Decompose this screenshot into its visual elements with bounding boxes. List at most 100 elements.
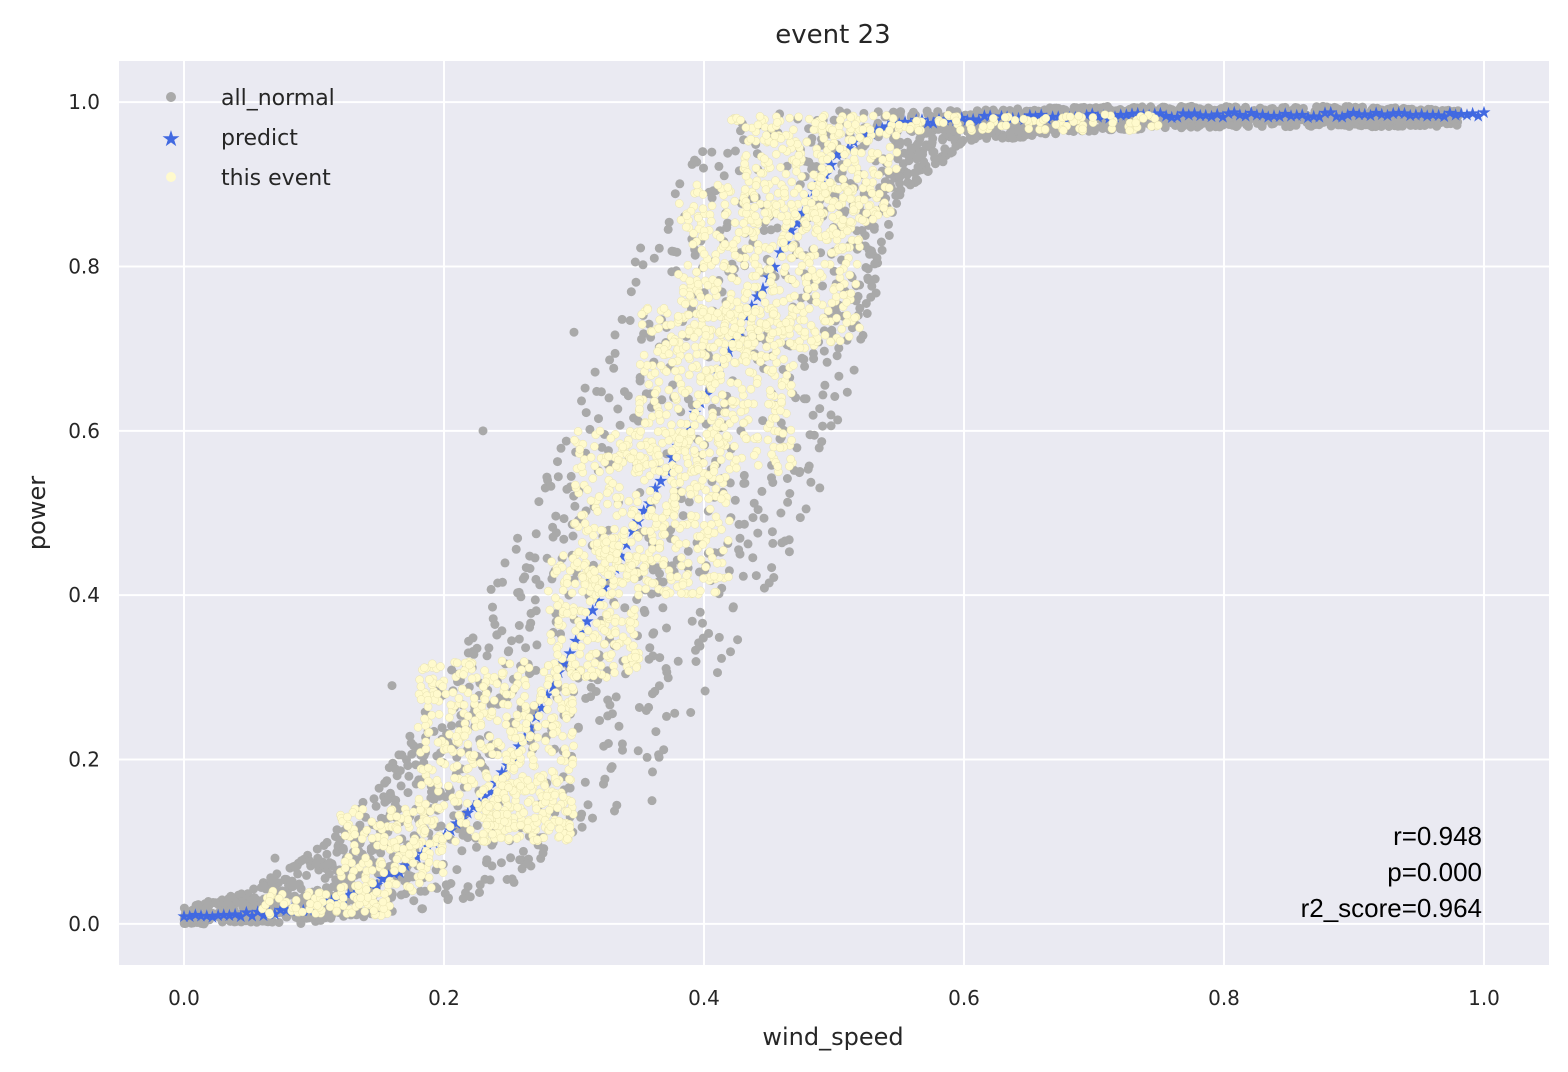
- this-event-point: [423, 695, 433, 705]
- this-event-point: [662, 410, 671, 419]
- all-normal-point: [655, 653, 665, 663]
- this-event-point: [575, 649, 585, 659]
- this-event-point: [467, 775, 476, 785]
- all-normal-point: [613, 404, 623, 414]
- all-normal-point: [599, 741, 609, 751]
- all-normal-point: [597, 442, 607, 452]
- this-event-point: [454, 810, 464, 820]
- this-event-point: [746, 384, 756, 394]
- all-normal-point: [458, 894, 468, 903]
- this-event-point: [445, 822, 455, 832]
- this-event-point: [421, 744, 431, 754]
- all-normal-point: [904, 156, 914, 166]
- this-event-point: [765, 192, 775, 202]
- all-normal-point: [769, 573, 779, 582]
- this-event-point: [571, 480, 580, 490]
- this-event-point: [343, 821, 352, 831]
- this-event-point: [675, 199, 684, 208]
- this-event-point: [624, 496, 634, 506]
- all-normal-point: [585, 424, 595, 434]
- all-normal-point: [605, 700, 615, 710]
- all-normal-point: [520, 572, 530, 582]
- all-normal-point: [691, 657, 701, 666]
- this-event-point: [562, 609, 572, 618]
- this-event-point: [682, 571, 691, 580]
- this-event-point: [700, 232, 710, 241]
- all-normal-point: [723, 148, 733, 158]
- this-event-point: [524, 663, 534, 673]
- all-normal-point: [484, 643, 494, 653]
- all-normal-point: [766, 225, 776, 235]
- this-event-point: [696, 414, 705, 424]
- this-event-point: [751, 271, 761, 281]
- all-normal-point: [420, 886, 430, 896]
- all-normal-point: [513, 533, 523, 543]
- this-event-point: [532, 804, 541, 814]
- this-event-point: [815, 269, 825, 278]
- this-event-point: [631, 490, 641, 500]
- this-event-point: [768, 365, 778, 375]
- all-normal-point: [568, 531, 578, 541]
- this-event-point: [513, 671, 523, 681]
- this-event-point: [459, 670, 468, 679]
- all-normal-point: [380, 797, 390, 807]
- all-normal-point: [609, 363, 619, 373]
- this-event-point: [742, 303, 752, 313]
- all-normal-point: [730, 146, 740, 156]
- all-normal-point: [390, 764, 400, 774]
- all-normal-point: [753, 528, 763, 538]
- all-normal-point: [782, 474, 792, 483]
- all-normal-point: [382, 776, 392, 786]
- all-normal-point: [699, 163, 708, 173]
- this-event-point: [474, 811, 483, 821]
- this-event-point: [604, 452, 613, 461]
- this-event-point: [670, 519, 680, 529]
- this-event-point: [577, 538, 587, 547]
- this-event-point: [730, 442, 739, 451]
- this-event-point: [544, 661, 553, 670]
- this-event-point: [781, 262, 790, 272]
- this-event-point: [754, 326, 763, 335]
- this-event-point: [745, 244, 754, 254]
- this-event-point: [713, 180, 723, 190]
- this-event-point: [696, 555, 706, 565]
- all-normal-point: [870, 274, 880, 284]
- all-normal-point: [525, 551, 535, 561]
- this-event-point: [438, 868, 448, 877]
- this-event-point: [715, 474, 725, 484]
- all-normal-point: [928, 147, 938, 157]
- this-event-point: [570, 435, 579, 445]
- this-event-point: [711, 256, 720, 265]
- this-event-point: [438, 682, 447, 691]
- this-event-point: [546, 630, 555, 639]
- all-normal-point: [294, 880, 304, 890]
- this-event-point: [433, 738, 443, 747]
- all-normal-point: [396, 781, 406, 791]
- all-normal-point: [822, 357, 832, 367]
- this-event-point: [786, 425, 796, 435]
- this-event-point: [716, 455, 726, 465]
- this-event-point: [420, 714, 429, 724]
- this-event-point: [568, 759, 577, 769]
- all-normal-point: [498, 577, 507, 587]
- this-event-point: [771, 414, 780, 423]
- all-normal-point: [892, 198, 902, 208]
- this-event-point: [450, 773, 459, 783]
- all-normal-point: [623, 391, 633, 401]
- this-event-point: [436, 662, 445, 671]
- this-event-point: [341, 831, 350, 840]
- all-normal-point: [640, 608, 650, 617]
- this-event-point: [502, 690, 511, 699]
- this-event-point: [720, 239, 730, 249]
- this-event-point: [787, 436, 796, 445]
- this-event-point: [624, 666, 633, 676]
- this-event-point: [351, 846, 360, 856]
- this-event-point: [413, 723, 423, 732]
- this-event-point: [463, 740, 473, 749]
- all-normal-point: [637, 334, 646, 344]
- this-event-point: [436, 757, 445, 766]
- all-normal-point: [509, 877, 519, 887]
- this-event-point: [497, 656, 507, 666]
- this-event-point: [511, 733, 520, 743]
